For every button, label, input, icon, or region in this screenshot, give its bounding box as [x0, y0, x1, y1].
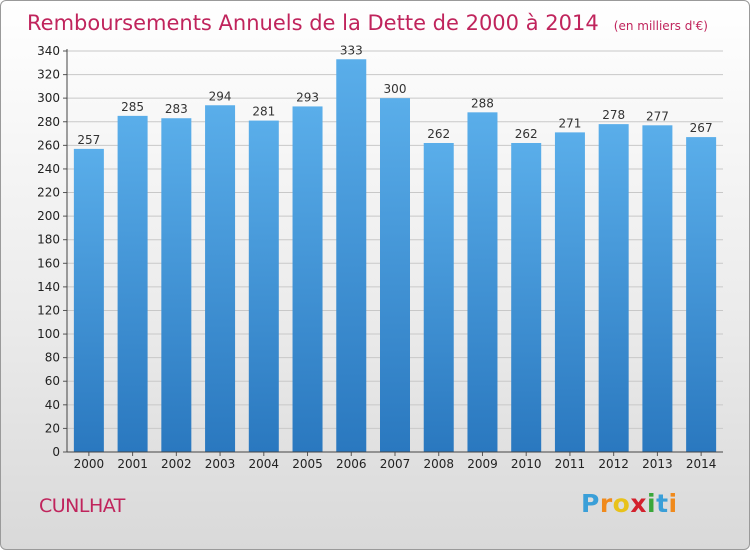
y-tick-label: 300	[37, 91, 60, 105]
bar	[511, 142, 542, 452]
x-tick-label: 2014	[686, 457, 717, 471]
bar	[686, 137, 717, 453]
y-tick-label: 60	[45, 374, 60, 388]
y-tick-label: 100	[37, 327, 60, 341]
bar	[423, 142, 454, 452]
x-tick-label: 2011	[555, 457, 586, 471]
x-tick-label: 2004	[249, 457, 280, 471]
x-tick-label: 2012	[598, 457, 629, 471]
logo-letter: t	[656, 489, 669, 518]
y-tick-label: 40	[45, 398, 60, 412]
bar-value-label: 300	[384, 82, 407, 96]
y-tick-label: 180	[37, 233, 60, 247]
bar-value-label: 283	[165, 102, 188, 116]
bar	[554, 132, 585, 453]
x-tick-label: 2000	[74, 457, 105, 471]
y-tick-label: 0	[52, 445, 60, 459]
bar	[336, 59, 367, 452]
proxiti-logo: Proxiti	[581, 489, 678, 518]
commune-name: CUNLHAT	[39, 495, 125, 517]
x-tick-label: 2003	[205, 457, 236, 471]
y-tick-label: 320	[37, 68, 60, 82]
bar	[248, 120, 279, 452]
bar-value-label: 288	[471, 96, 494, 110]
bar-value-label: 271	[558, 116, 581, 130]
bars: 257 285 283 294 281 293 333 300 262 288 262 271 278 2…	[73, 43, 717, 453]
x-tick-label: 2002	[161, 457, 192, 471]
bar-value-label: 262	[515, 127, 538, 141]
x-tick-label: 2013	[642, 457, 673, 471]
x-tick-label: 2006	[336, 457, 367, 471]
y-tick-label: 20	[45, 421, 60, 435]
bar	[117, 115, 148, 452]
bar	[380, 98, 410, 453]
y-tick-label: 140	[37, 280, 60, 294]
y-tick-label: 280	[37, 115, 60, 129]
bar	[161, 118, 192, 452]
x-tick-label: 2009	[467, 457, 498, 471]
axes: 0 20 40 60 80 100 120 140 160 180 200 220 240 260 280 3…	[37, 44, 723, 471]
y-tick-label: 120	[37, 303, 60, 317]
logo-letter: o	[612, 489, 631, 518]
x-tick-label: 2010	[511, 457, 542, 471]
bar	[205, 105, 236, 453]
bar	[292, 106, 323, 453]
x-tick-label: 2005	[292, 457, 323, 471]
logo-letter: i	[647, 489, 657, 518]
chart-title: Remboursements Annuels de la Dette de 20…	[27, 11, 708, 35]
bar-value-label: 285	[121, 100, 144, 114]
bar-value-label: 267	[690, 121, 713, 135]
bar-value-label: 281	[252, 105, 275, 119]
chart-title-text: Remboursements Annuels de la Dette de 20…	[27, 11, 599, 35]
bar-value-label: 293	[296, 90, 319, 104]
bar-value-label: 277	[646, 109, 669, 123]
bar	[73, 148, 104, 452]
bar-value-label: 278	[602, 108, 625, 122]
y-tick-label: 160	[37, 256, 60, 270]
x-tick-label: 2008	[423, 457, 454, 471]
y-tick-label: 340	[37, 44, 60, 58]
y-tick-label: 80	[45, 351, 60, 365]
bar	[598, 124, 629, 452]
bar	[642, 125, 673, 452]
logo-letter: P	[581, 489, 600, 518]
logo-letter: x	[630, 489, 647, 518]
y-tick-label: 200	[37, 209, 60, 223]
bar	[467, 112, 498, 453]
bar-value-label: 333	[340, 43, 363, 57]
y-tick-label: 240	[37, 162, 60, 176]
logo-letter: r	[599, 489, 613, 518]
y-tick-label: 260	[37, 138, 60, 152]
y-tick-label: 220	[37, 186, 60, 200]
logo-letter: i	[668, 489, 678, 518]
x-tick-label: 2001	[117, 457, 148, 471]
bar-value-label: 257	[77, 133, 100, 147]
bar-value-label: 262	[427, 127, 450, 141]
chart-unit-note: (en milliers d'€)	[614, 19, 708, 33]
x-tick-label: 2007	[380, 457, 411, 471]
bar-value-label: 294	[209, 89, 232, 103]
